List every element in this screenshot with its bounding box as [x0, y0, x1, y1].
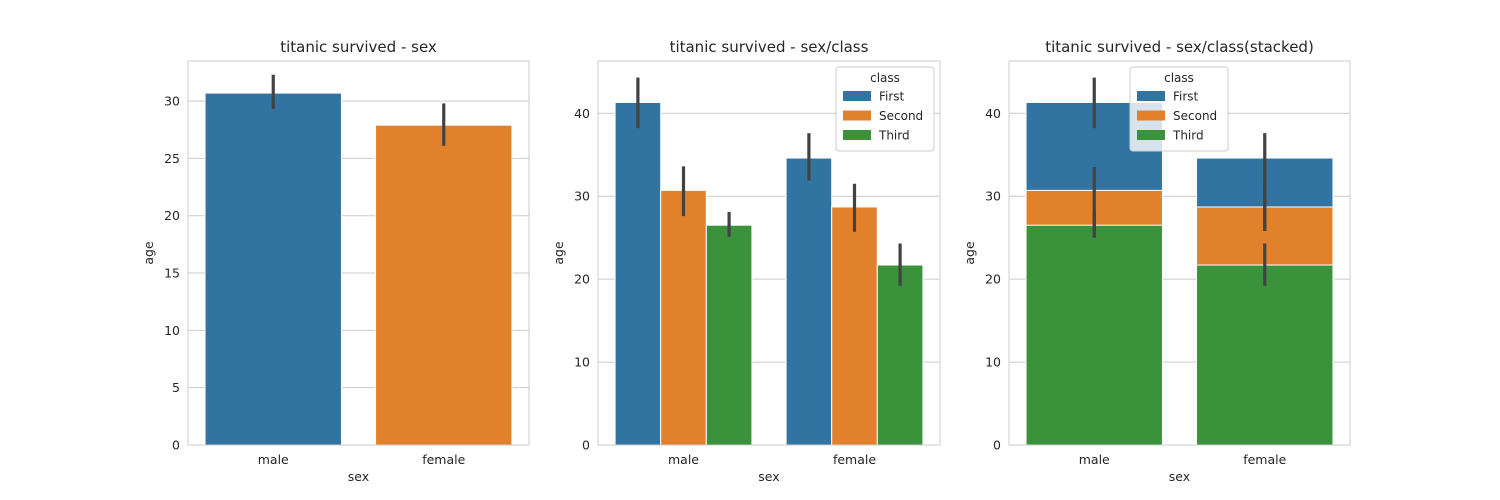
y-axis-label: age — [962, 241, 977, 265]
legend: class First Second Third — [1129, 66, 1229, 152]
chart-panel-1: 0 5 10 15 20 25 30 male female titanic survived -… — [141, 38, 530, 484]
axes-frame — [187, 60, 530, 446]
x-tick-label: female — [1243, 452, 1286, 467]
bar-female — [375, 124, 513, 446]
x-tick-label: male — [668, 452, 699, 467]
y-tick-label: 10 — [164, 323, 180, 338]
chart-panel-2: 0 10 20 30 40 male female titanic survived - se… — [551, 38, 941, 484]
bar-second-female — [831, 206, 878, 446]
legend-swatch-third — [1137, 130, 1165, 140]
y-tick-label: 10 — [574, 355, 590, 370]
y-tick-label: 15 — [164, 266, 180, 281]
bar-male — [204, 92, 342, 446]
y-tick-label: 5 — [172, 380, 180, 395]
axes-frame — [1008, 60, 1351, 446]
y-axis-label: age — [141, 241, 156, 265]
bar-third-female — [1196, 264, 1334, 446]
x-axis-label: sex — [348, 469, 369, 484]
y-tick-label: 25 — [164, 151, 180, 166]
legend-swatch-first — [1137, 91, 1165, 101]
legend-swatch-third — [843, 130, 871, 140]
chart-title: titanic survived - sex/class(stacked) — [1045, 38, 1314, 56]
y-tick-label: 20 — [164, 208, 180, 223]
legend-title: class — [870, 71, 900, 85]
y-tick-label: 30 — [164, 94, 180, 109]
bar-second-male — [660, 189, 707, 446]
y-tick-label: 40 — [985, 106, 1001, 121]
x-tick-label: male — [258, 452, 289, 467]
y-tick-label: 30 — [985, 189, 1001, 204]
y-tick-label: 0 — [582, 438, 590, 453]
legend-swatch-second — [843, 110, 871, 121]
legend-label-second: Second — [1173, 109, 1217, 123]
bar-first-female — [785, 157, 833, 446]
x-axis-label: sex — [1169, 469, 1190, 484]
y-tick-label: 10 — [985, 355, 1001, 370]
x-tick-label: male — [1079, 452, 1110, 467]
y-tick-label: 20 — [985, 272, 1001, 287]
legend-label-first: First — [1173, 90, 1199, 104]
chart-panel-3: 0 10 20 30 40 male female titanic survived - se… — [962, 38, 1351, 484]
chart-title: titanic survived - sex — [280, 38, 437, 56]
bar-third-male — [705, 224, 753, 446]
x-tick-label: female — [422, 452, 465, 467]
y-tick-label: 40 — [574, 106, 590, 121]
x-axis-label: sex — [758, 469, 779, 484]
legend-swatch-second — [1137, 110, 1165, 121]
bar-third-female — [876, 264, 924, 446]
bar-first-male — [614, 101, 662, 446]
y-axis-label: age — [551, 241, 566, 265]
legend-title: class — [1164, 71, 1194, 85]
legend-label-second: Second — [879, 109, 923, 123]
legend-swatch-first — [843, 91, 871, 101]
legend-label-third: Third — [878, 129, 910, 143]
legend-label-first: First — [879, 90, 905, 104]
y-tick-label: 0 — [993, 438, 1001, 453]
chart-title: titanic survived - sex/class — [670, 38, 869, 56]
y-tick-label: 0 — [172, 438, 180, 453]
legend: class First Second Third — [835, 66, 935, 152]
x-tick-label: female — [833, 452, 876, 467]
y-tick-label: 30 — [574, 189, 590, 204]
legend-label-third: Third — [1172, 129, 1204, 143]
bar-third-male — [1025, 224, 1163, 446]
axes-frame — [597, 60, 941, 446]
y-tick-label: 20 — [574, 272, 590, 287]
